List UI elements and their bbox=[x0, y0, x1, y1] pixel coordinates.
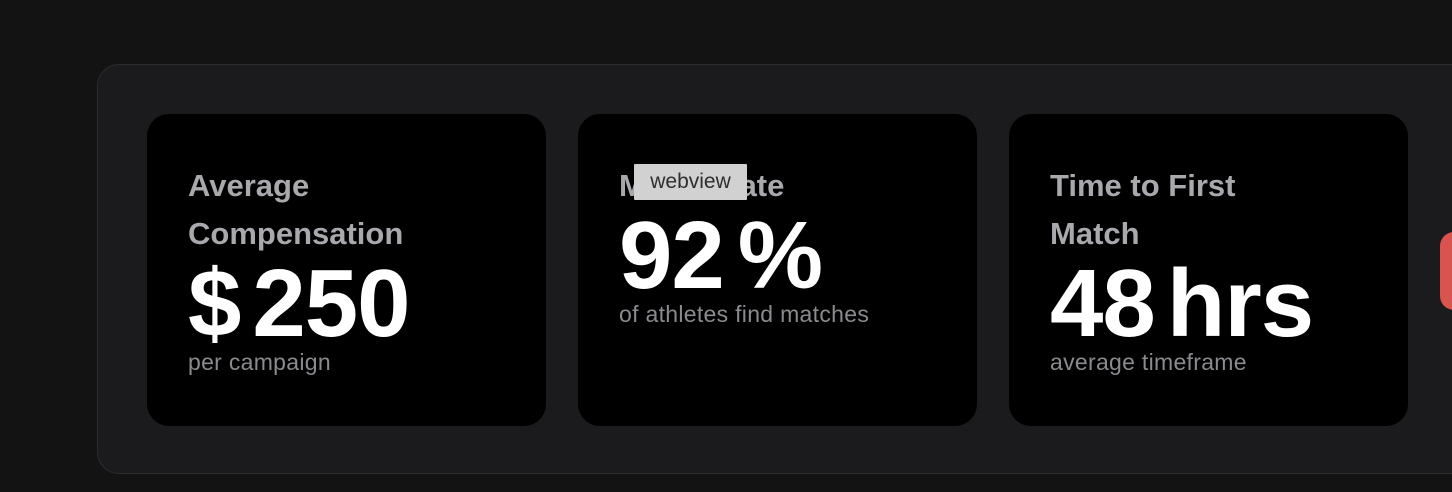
stat-value-row: 92 % bbox=[619, 202, 937, 309]
stat-value-row: 48 hrs bbox=[1050, 250, 1368, 357]
stat-value: 250 bbox=[252, 250, 410, 357]
stat-card-time-to-first-match: Time to First Match 48 hrs average timef… bbox=[1009, 114, 1408, 426]
stat-prefix: $ bbox=[188, 250, 241, 357]
stat-title: Time to First Match bbox=[1050, 162, 1368, 258]
stat-title-line: Average bbox=[188, 168, 310, 203]
stat-caption: average timeframe bbox=[1050, 349, 1247, 375]
stat-value: 92 bbox=[619, 202, 725, 309]
webview-tooltip: webview bbox=[634, 164, 747, 200]
stat-value-row: $ 250 bbox=[188, 250, 506, 357]
stat-title-line: Match bbox=[1050, 216, 1140, 251]
stat-card-match-rate: Match Rate 92 % of athletes find matches bbox=[578, 114, 977, 426]
stat-card-average-compensation: Average Compensation $ 250 per campaign bbox=[147, 114, 546, 426]
stat-title-line: Compensation bbox=[188, 216, 404, 251]
stat-caption: per campaign bbox=[188, 349, 331, 375]
stat-value: 48 bbox=[1050, 250, 1156, 357]
stat-title-line: Time to First bbox=[1050, 168, 1236, 203]
side-action-button[interactable] bbox=[1440, 232, 1452, 310]
stat-suffix: % bbox=[737, 202, 823, 309]
stat-caption: of athletes find matches bbox=[619, 301, 870, 327]
stat-suffix: hrs bbox=[1166, 250, 1314, 357]
stat-title: Average Compensation bbox=[188, 162, 506, 258]
